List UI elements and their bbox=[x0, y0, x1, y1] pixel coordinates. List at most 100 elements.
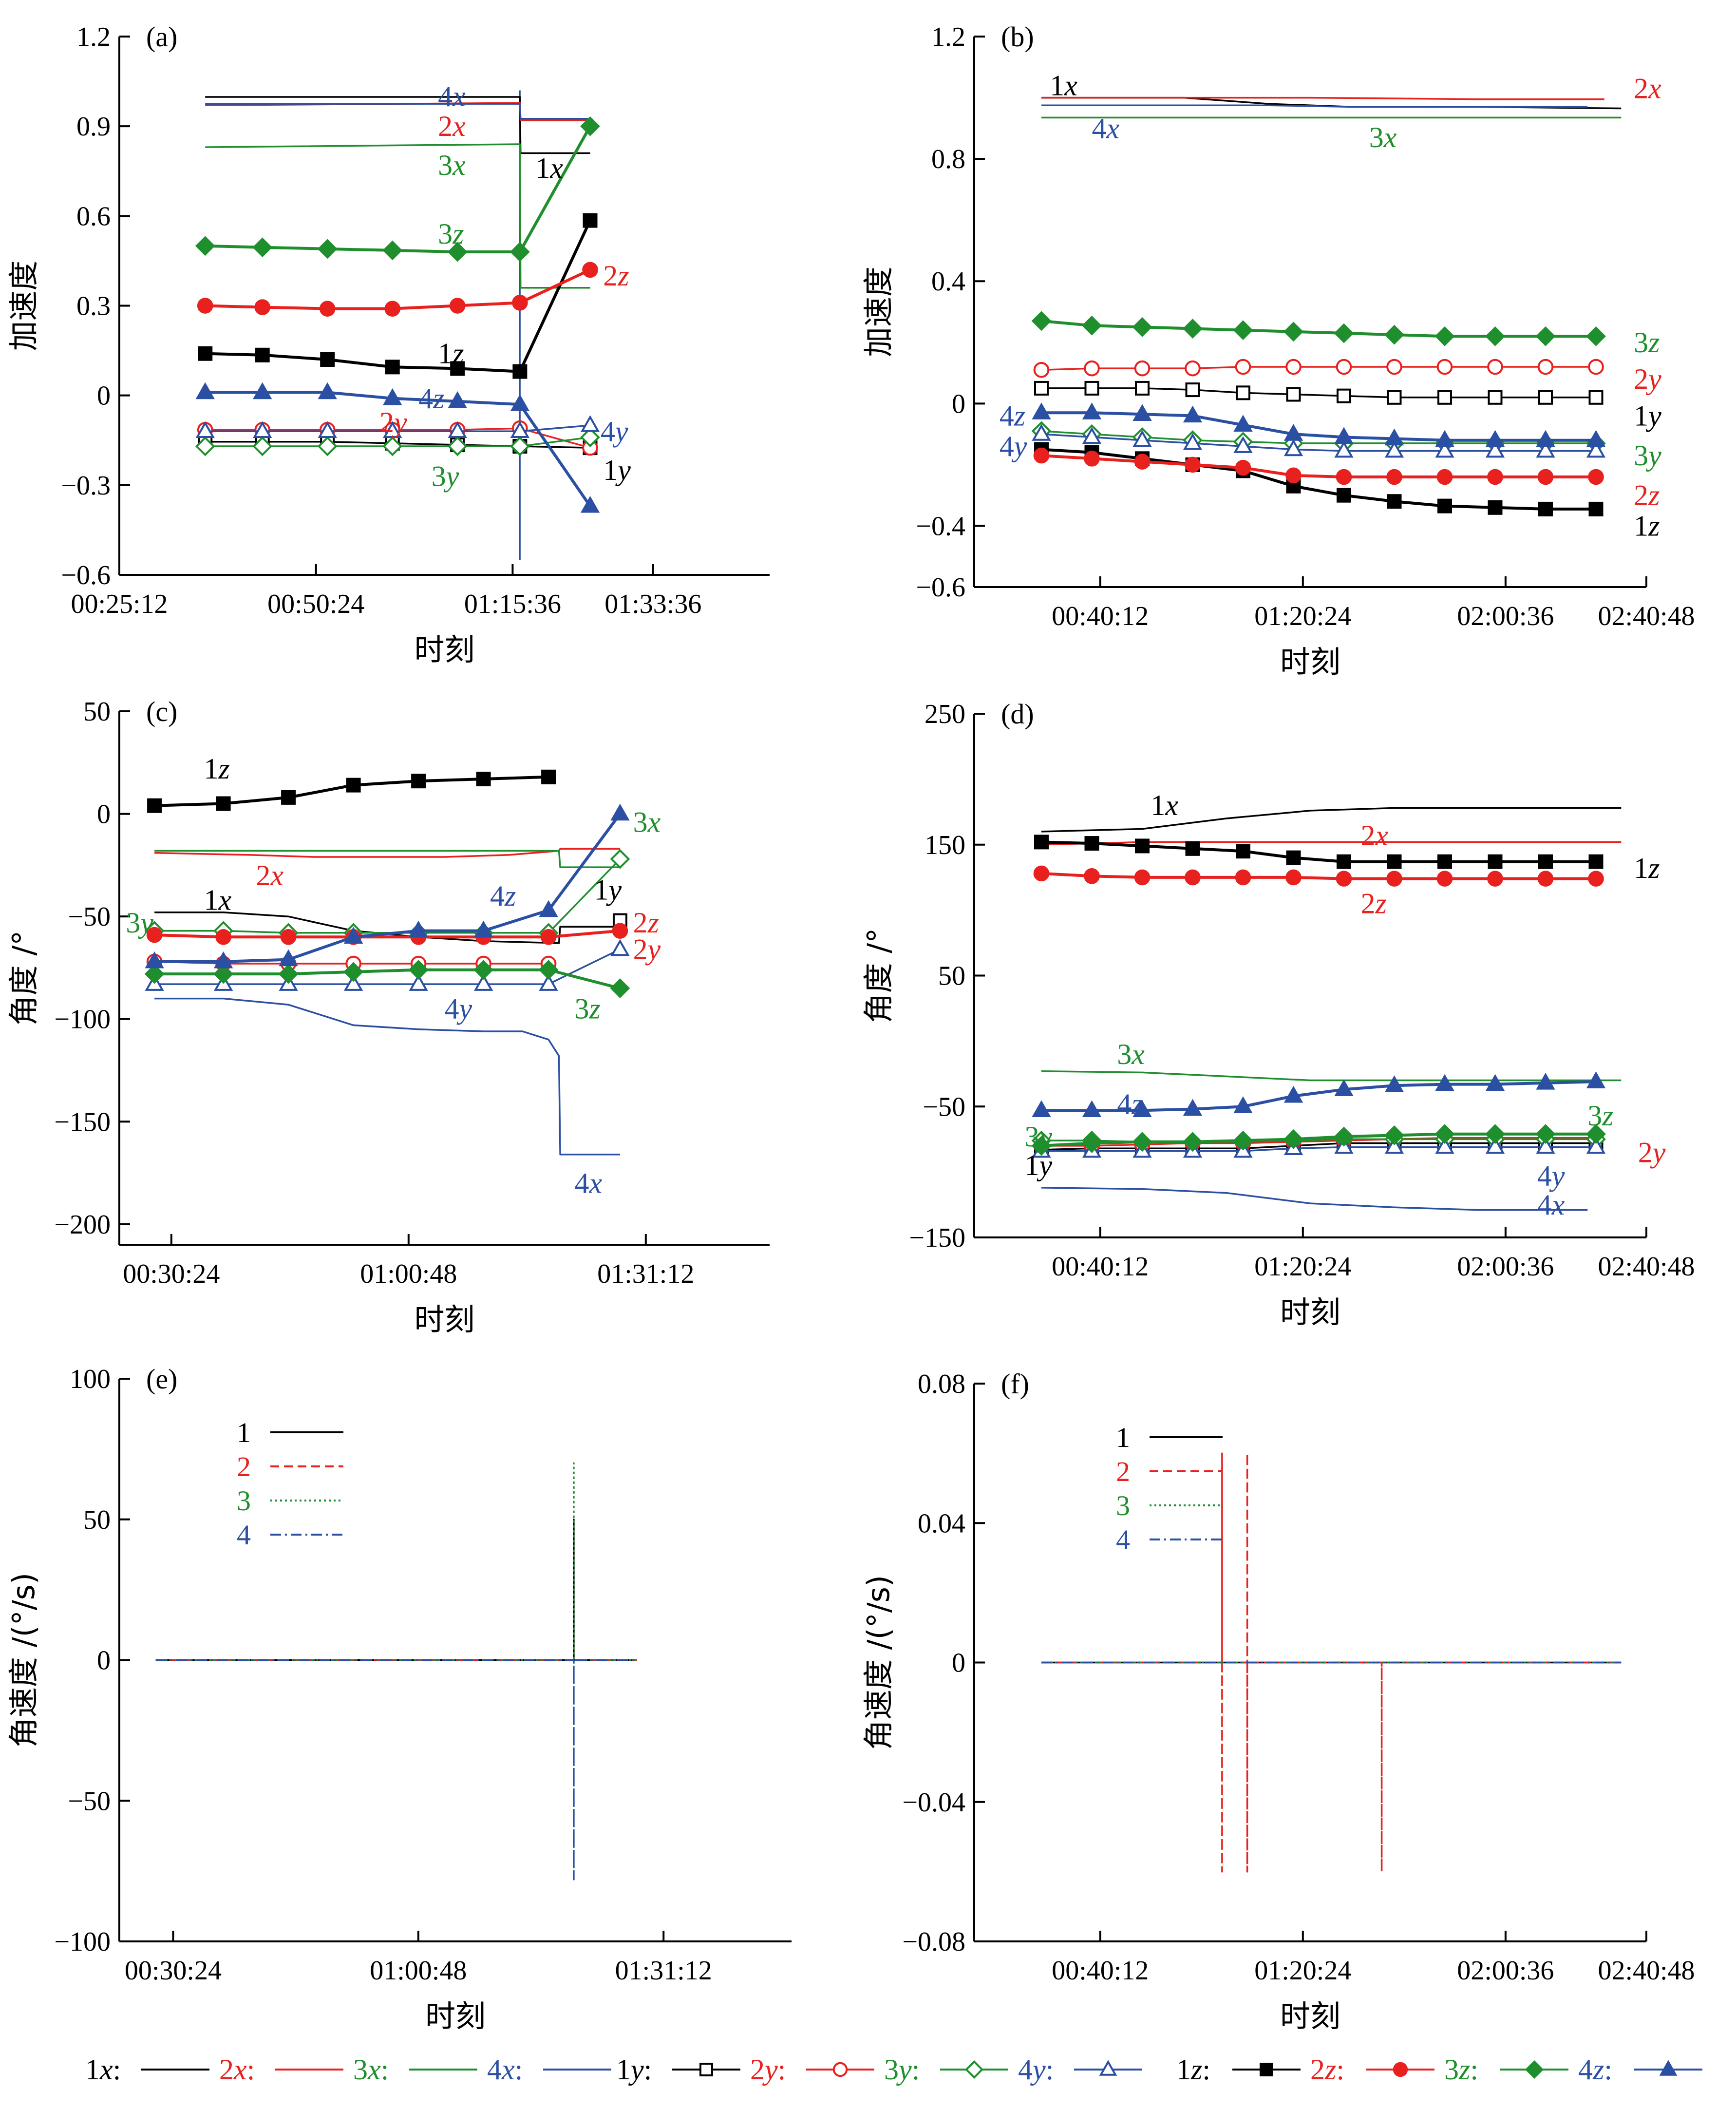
data-point bbox=[1387, 854, 1402, 869]
legend-entry-marker bbox=[699, 2063, 713, 2076]
y-tick-label: −0.04 bbox=[902, 1787, 965, 1818]
data-point bbox=[1387, 494, 1402, 509]
data-point bbox=[1536, 430, 1555, 447]
data-point bbox=[1435, 430, 1454, 447]
legend-entry-label: 1z: bbox=[1176, 2053, 1210, 2086]
series-label: 1z bbox=[438, 338, 464, 370]
series-4z bbox=[145, 803, 630, 969]
data-point bbox=[1384, 324, 1404, 345]
data-point bbox=[1082, 402, 1102, 419]
data-point bbox=[1132, 404, 1152, 421]
data-point bbox=[343, 962, 363, 982]
series-label: 3x bbox=[438, 149, 466, 181]
panel-label: (f) bbox=[1001, 1368, 1029, 1400]
data-point bbox=[1084, 868, 1100, 884]
data-point bbox=[382, 240, 403, 261]
data-point bbox=[1183, 1099, 1203, 1116]
data-point bbox=[320, 352, 335, 367]
data-point bbox=[1435, 1074, 1454, 1091]
series-label: 2z bbox=[1361, 888, 1387, 920]
data-point bbox=[1033, 865, 1050, 882]
data-point bbox=[1434, 1124, 1455, 1144]
data-point bbox=[318, 382, 337, 399]
series-label: 2y bbox=[1638, 1136, 1666, 1168]
data-point bbox=[1132, 1100, 1152, 1118]
series-3z bbox=[195, 116, 600, 262]
y-axis-title: 角速度 /(°/s) bbox=[861, 1575, 896, 1750]
series-label: 4y bbox=[445, 993, 472, 1025]
data-point bbox=[1435, 440, 1454, 458]
series-label: 3z bbox=[438, 218, 464, 250]
data-point bbox=[1586, 440, 1606, 458]
data-point bbox=[612, 923, 628, 939]
data-point bbox=[195, 421, 215, 438]
series-line bbox=[154, 997, 620, 1156]
data-point bbox=[1032, 1100, 1051, 1118]
data-point bbox=[411, 774, 426, 789]
data-point bbox=[1134, 454, 1151, 470]
series-3x bbox=[154, 850, 620, 868]
data-point bbox=[1487, 871, 1503, 887]
x-tick-label: 02:00:36 bbox=[1457, 1252, 1554, 1282]
series-4y bbox=[145, 939, 630, 991]
data-point bbox=[1183, 405, 1203, 423]
data-point bbox=[1185, 382, 1200, 398]
y-tick-label: −100 bbox=[54, 1927, 111, 1957]
series-label: 3x bbox=[633, 806, 661, 838]
data-point bbox=[1082, 1100, 1102, 1118]
data-point bbox=[343, 927, 363, 944]
series-label: 3x bbox=[1117, 1038, 1145, 1070]
data-point bbox=[510, 421, 530, 438]
series-label: 4z bbox=[418, 382, 444, 415]
data-point bbox=[1485, 440, 1505, 458]
data-point bbox=[1488, 500, 1503, 515]
x-tick-label: 01:00:48 bbox=[360, 1259, 457, 1289]
data-point bbox=[1535, 326, 1556, 346]
series-1y bbox=[1034, 380, 1604, 405]
data-point bbox=[1034, 835, 1049, 850]
data-point bbox=[1134, 869, 1151, 886]
data-point bbox=[1384, 440, 1404, 458]
data-point bbox=[580, 116, 600, 136]
y-tick-label: 250 bbox=[925, 699, 965, 729]
data-point bbox=[509, 436, 530, 456]
series-line bbox=[1041, 1070, 1622, 1082]
series-4 bbox=[155, 1659, 637, 1881]
data-point bbox=[1436, 871, 1453, 887]
data-point bbox=[1235, 459, 1251, 476]
series-1x bbox=[1041, 807, 1622, 833]
series-label: 1x bbox=[1050, 69, 1077, 101]
data-point bbox=[318, 421, 337, 438]
series-line bbox=[1041, 319, 1596, 338]
series-4z bbox=[1032, 402, 1606, 447]
data-point bbox=[1538, 390, 1553, 405]
data-point bbox=[610, 939, 630, 956]
series-line bbox=[205, 143, 590, 289]
data-point bbox=[382, 436, 403, 456]
data-point bbox=[409, 974, 428, 991]
data-point bbox=[1185, 841, 1200, 856]
data-point bbox=[1334, 427, 1354, 444]
data-point bbox=[610, 803, 630, 821]
series-label: 1x bbox=[204, 884, 232, 916]
data-point bbox=[1031, 1136, 1052, 1156]
x-tick-label: 01:20:24 bbox=[1254, 601, 1351, 631]
data-point bbox=[254, 299, 271, 315]
x-tick-label: 01:20:24 bbox=[1254, 1252, 1351, 1282]
series-label: 1y bbox=[1634, 399, 1661, 432]
y-tick-label: 0.6 bbox=[76, 201, 111, 231]
data-point bbox=[1183, 1132, 1203, 1152]
x-tick-label: 00:30:24 bbox=[125, 1956, 222, 1986]
series-label: 4x bbox=[1092, 112, 1120, 144]
data-point bbox=[1283, 322, 1303, 342]
series-label: 4y bbox=[1000, 430, 1027, 462]
data-point bbox=[1233, 436, 1253, 453]
y-tick-label: 50 bbox=[83, 1505, 111, 1535]
series-line bbox=[1041, 840, 1596, 863]
y-tick-label: −50 bbox=[68, 902, 111, 932]
data-point bbox=[409, 920, 428, 938]
series-1x bbox=[205, 96, 590, 154]
series-4z bbox=[195, 382, 600, 513]
series-4z bbox=[1032, 1071, 1606, 1118]
series-4x bbox=[1041, 104, 1588, 108]
